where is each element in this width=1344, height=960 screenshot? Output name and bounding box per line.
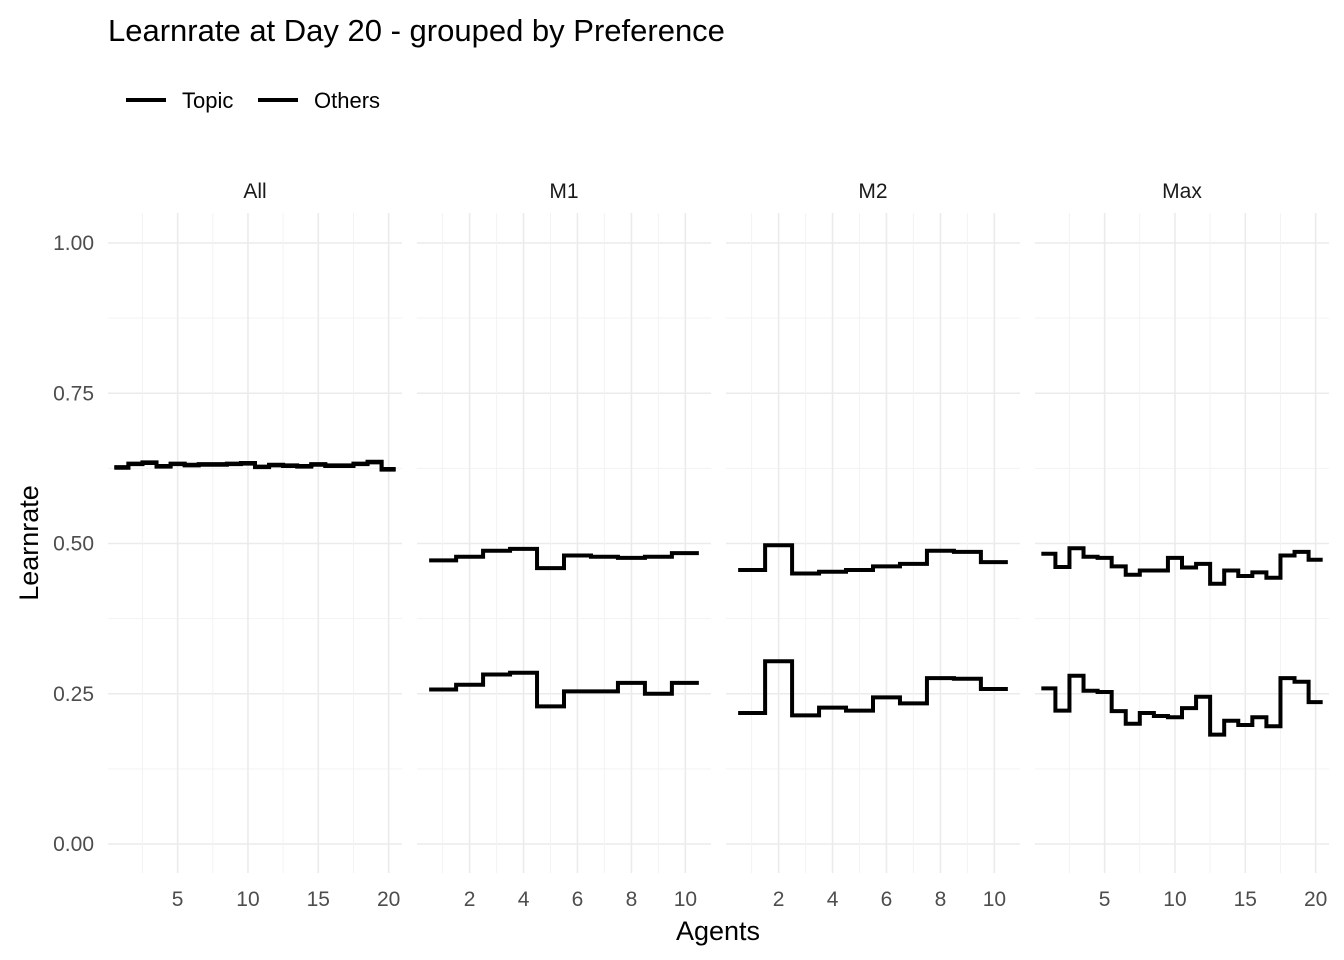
x-tick-label: 6 xyxy=(881,888,893,911)
series-line-others xyxy=(429,670,699,709)
series-line-topic xyxy=(738,543,1008,576)
x-tick-label: 2 xyxy=(464,888,476,911)
chart-title: Learnrate at Day 20 - grouped by Prefere… xyxy=(108,13,725,48)
legend-label-topic: Topic xyxy=(182,88,233,113)
facet-strip-label: M2 xyxy=(858,180,887,203)
panel-all: All 5 10 15 20 0.00 0.25 0.50 0.75 1.00 xyxy=(53,180,402,911)
y-tick-label: 0.50 xyxy=(53,533,94,556)
y-tick-label: 1.00 xyxy=(53,232,94,255)
series-line-others xyxy=(114,460,396,472)
facet-strip-label: Max xyxy=(1162,180,1202,203)
x-tick-label: 2 xyxy=(773,888,785,911)
x-tick-label: 4 xyxy=(518,888,530,911)
y-axis-title: Learnrate xyxy=(14,485,44,601)
y-tick-label: 0.75 xyxy=(53,382,94,405)
panel-m2: M2 2 4 6 8 10 xyxy=(726,180,1020,911)
facet-strip-label: M1 xyxy=(549,180,578,203)
x-tick-label: 10 xyxy=(983,888,1006,911)
x-tick-label: 15 xyxy=(1234,888,1257,911)
x-tick-label: 20 xyxy=(377,888,400,911)
legend-label-others: Others xyxy=(314,88,380,113)
x-tick-label: 10 xyxy=(1163,888,1186,911)
legend: Topic Others xyxy=(126,88,380,113)
x-tick-label: 5 xyxy=(172,888,184,911)
y-tick-label: 0.00 xyxy=(53,833,94,856)
x-tick-label: 5 xyxy=(1099,888,1111,911)
panel-m1: M1 2 4 6 8 10 xyxy=(417,180,711,911)
series-line-topic xyxy=(429,546,699,571)
x-tick-label: 15 xyxy=(307,888,330,911)
x-tick-label: 4 xyxy=(827,888,839,911)
x-axis-title: Agents xyxy=(676,916,760,946)
panel-max: Max 5 10 15 20 xyxy=(1035,180,1329,911)
x-tick-label: 8 xyxy=(626,888,638,911)
x-tick-label: 8 xyxy=(935,888,947,911)
y-tick-label: 0.25 xyxy=(53,683,94,706)
series-line-others xyxy=(1041,673,1323,737)
x-tick-label: 10 xyxy=(236,888,259,911)
series-line-others xyxy=(738,659,1008,718)
x-tick-label: 20 xyxy=(1304,888,1327,911)
facet-strip-label: All xyxy=(243,180,266,203)
x-tick-label: 6 xyxy=(572,888,584,911)
x-tick-label: 10 xyxy=(674,888,697,911)
series-line-topic xyxy=(1041,546,1323,586)
